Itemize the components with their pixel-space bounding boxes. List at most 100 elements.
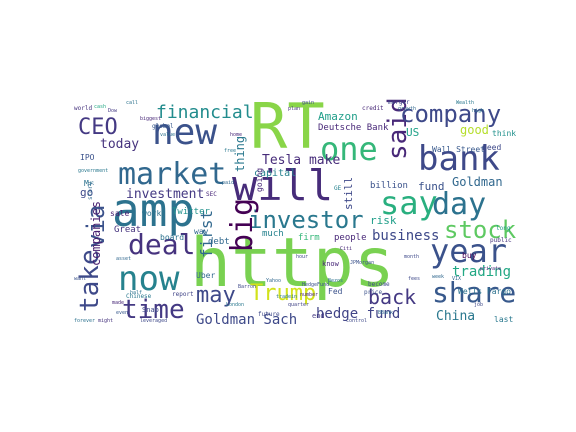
cloud-word: home bbox=[230, 132, 242, 138]
cloud-word: Wells Fargo bbox=[458, 287, 511, 296]
cloud-word: financial bbox=[156, 102, 254, 123]
cloud-word: Mr bbox=[84, 179, 94, 188]
cloud-word: said bbox=[383, 97, 413, 160]
cloud-word: going bbox=[255, 168, 264, 192]
cloud-word: risk bbox=[370, 214, 397, 227]
cloud-word: number bbox=[300, 292, 318, 298]
cloud-word: value bbox=[160, 132, 175, 138]
cloud-word: need bbox=[482, 143, 501, 152]
cloud-word: buy bbox=[462, 251, 477, 260]
cloud-word: Goldman bbox=[452, 175, 503, 189]
cloud-word: time bbox=[122, 295, 185, 325]
cloud-word: know bbox=[322, 260, 340, 268]
cloud-word: good bbox=[460, 123, 489, 137]
cloud-word: first bbox=[197, 210, 216, 258]
cloud-word: tradein bbox=[276, 294, 297, 300]
cloud-word: asset bbox=[116, 256, 131, 262]
cloud-word: VIX bbox=[452, 276, 461, 282]
cloud-word: much bbox=[262, 229, 284, 239]
cloud-word: big bbox=[225, 198, 260, 252]
cloud-word: Snap bbox=[142, 306, 159, 314]
cloud-word: Trump bbox=[250, 281, 316, 306]
cloud-word: quarter bbox=[288, 302, 309, 308]
cloud-word: week bbox=[432, 274, 444, 280]
cloud-word: company bbox=[400, 100, 501, 128]
cloud-word: Fed bbox=[328, 287, 343, 296]
cloud-word: investment bbox=[126, 187, 204, 202]
cloud-word: capital bbox=[254, 168, 296, 179]
cloud-word: IPO bbox=[80, 153, 95, 162]
cloud-word: leveraged bbox=[140, 318, 167, 324]
cloud-word: may bbox=[196, 283, 236, 308]
cloud-word: think bbox=[492, 129, 516, 138]
cloud-word: work bbox=[142, 209, 161, 218]
cloud-word: high bbox=[472, 108, 484, 114]
cloud-word: will bbox=[232, 161, 333, 210]
cloud-word: day bbox=[432, 187, 486, 222]
cloud-word: market bbox=[118, 157, 226, 192]
cloud-word: debt bbox=[208, 237, 230, 247]
cloud-word: global bbox=[152, 123, 174, 130]
cloud-word: new bbox=[152, 112, 217, 153]
cloud-word: half bbox=[130, 290, 142, 296]
cloud-word: way bbox=[194, 227, 209, 236]
cloud-word: now bbox=[118, 259, 180, 299]
cloud-word: Barron bbox=[238, 284, 256, 290]
cloud-word: Yahoo bbox=[266, 278, 281, 284]
cloud-word: Great bbox=[114, 225, 141, 235]
cloud-word: call bbox=[126, 100, 138, 106]
cloud-word: London bbox=[226, 302, 244, 308]
cloud-word: story bbox=[87, 182, 94, 200]
cloud-word: companies bbox=[89, 201, 103, 266]
cloud-word: bank bbox=[418, 139, 500, 179]
cloud-word: want bbox=[74, 276, 86, 282]
cloud-word: deal bbox=[128, 228, 195, 261]
cloud-word: hedge fund bbox=[316, 306, 400, 322]
cloud-word: free bbox=[224, 148, 236, 154]
cloud-word: hour bbox=[296, 254, 308, 260]
cloud-word: job bbox=[474, 302, 483, 308]
cloud-word: fees bbox=[408, 276, 420, 282]
cloud-word: trading bbox=[452, 264, 511, 280]
cloud-word: Chinese bbox=[126, 293, 152, 300]
cloud-word: share bbox=[432, 276, 516, 309]
cloud-word: GE bbox=[334, 185, 342, 192]
cloud-word: stock bbox=[444, 216, 517, 244]
cloud-word: year bbox=[430, 232, 507, 270]
cloud-word: private bbox=[480, 266, 501, 272]
cloud-word: board bbox=[160, 233, 184, 242]
cloud-word: Deutsche Bank bbox=[318, 123, 389, 133]
cloud-word: Goldman Sach bbox=[196, 312, 297, 328]
cloud-word: forever bbox=[74, 318, 95, 324]
cloud-word: even bbox=[116, 310, 128, 316]
cloud-word: Twitter bbox=[172, 207, 211, 217]
cloud-word: take bbox=[75, 249, 105, 312]
cloud-word: amp bbox=[112, 183, 195, 237]
cloud-word: investor bbox=[248, 206, 364, 234]
cloud-word: merger bbox=[388, 99, 410, 106]
cloud-word: Citi bbox=[340, 246, 352, 252]
cloud-word: Bezos bbox=[328, 278, 343, 284]
cloud-word: Wealth bbox=[456, 100, 474, 106]
cloud-word: SEC bbox=[206, 191, 217, 198]
cloud-word: future bbox=[258, 311, 280, 318]
cloud-word: gain bbox=[302, 100, 314, 106]
cloud-word: Uber bbox=[196, 271, 215, 280]
cloud-word: plan bbox=[288, 106, 300, 112]
cloud-word: people bbox=[334, 233, 367, 243]
cloud-word: price bbox=[364, 289, 382, 296]
cloud-word: growth bbox=[398, 106, 416, 112]
cloud-word: still bbox=[342, 177, 355, 210]
cloud-word: RT bbox=[250, 90, 325, 163]
cloud-word: credit bbox=[362, 105, 384, 112]
cloud-word: say bbox=[380, 184, 438, 222]
cloud-word: might bbox=[98, 318, 113, 324]
cloud-word: CEO bbox=[78, 115, 118, 140]
cloud-word: firm bbox=[298, 233, 320, 243]
cloud-word: become bbox=[368, 281, 390, 288]
cloud-word: sale bbox=[110, 209, 129, 218]
cloud-word: paid bbox=[222, 180, 234, 186]
cloud-word: JPMorgan bbox=[350, 260, 374, 266]
cloud-word: business bbox=[372, 228, 439, 244]
